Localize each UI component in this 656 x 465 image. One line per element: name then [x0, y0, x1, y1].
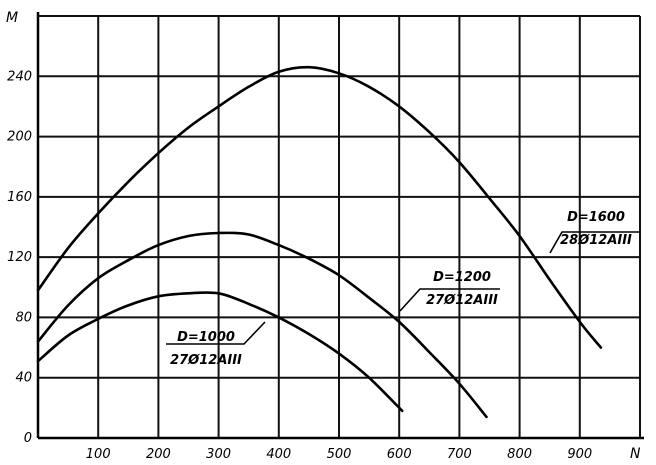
series-annotations: D=1600 28Ø12AIII D=1200 27Ø12AIII D=1000 27Ø1… — [166, 210, 640, 368]
series-label-bottom-2: 27Ø12AIII — [426, 293, 498, 308]
series-label-bottom-3: 27Ø12AIII — [170, 353, 242, 368]
series-line-2 — [36, 231, 488, 419]
series-label-top-3: D=1000 — [177, 330, 235, 345]
y-tick-label-240: 240 — [7, 69, 32, 84]
y-tick-label-80: 80 — [15, 310, 32, 325]
y-tick-label-200: 200 — [7, 130, 32, 145]
series-leader-line-1 — [549, 231, 640, 254]
series-annotation-1: D=1600 28Ø12AIII — [549, 210, 640, 254]
tick-labels: 100 200 300 400 500 600 700 800 900 0 40 80 120 160 20… — [7, 69, 592, 462]
x-tick-label-900: 900 — [567, 447, 592, 462]
x-tick-label-200: 200 — [146, 447, 171, 462]
series-annotation-3: D=1000 27Ø12AIII — [166, 321, 266, 368]
series-line-1 — [36, 65, 603, 349]
series-annotation-2: D=1200 27Ø12AIII — [399, 270, 500, 312]
y-tick-label-120: 120 — [7, 250, 32, 265]
series-leader-line-3 — [166, 321, 266, 345]
y-tick-label-160: 160 — [7, 190, 32, 205]
x-tick-label-700: 700 — [447, 447, 472, 462]
y-axis-label: M — [6, 10, 18, 26]
x-axis-label: N — [630, 446, 641, 462]
x-tick-label-400: 400 — [266, 447, 291, 462]
grid — [38, 15, 641, 438]
x-tick-label-600: 600 — [387, 447, 412, 462]
series-line-3 — [36, 291, 404, 413]
series-lines — [36, 65, 603, 419]
x-tick-label-500: 500 — [327, 447, 352, 462]
y-tick-label-40: 40 — [15, 371, 32, 386]
axes — [36, 12, 644, 440]
series-label-bottom-1: 28Ø12AIII — [560, 233, 632, 248]
x-tick-label-800: 800 — [507, 447, 532, 462]
series-label-top-1: D=1600 — [567, 210, 625, 225]
x-tick-label-100: 100 — [86, 447, 111, 462]
y-tick-label-0: 0 — [24, 431, 32, 446]
series-leader-line-2 — [399, 288, 500, 312]
series-label-top-2: D=1200 — [433, 270, 491, 285]
x-tick-label-300: 300 — [206, 447, 231, 462]
